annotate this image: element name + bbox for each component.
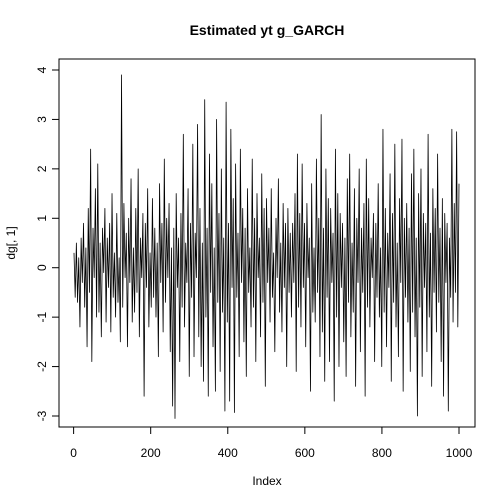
x-tick-label: 200 bbox=[141, 446, 161, 460]
chart-title: Estimated yt g_GARCH bbox=[190, 22, 345, 38]
x-tick-label: 0 bbox=[70, 446, 77, 460]
x-tick-label: 400 bbox=[218, 446, 238, 460]
x-axis-label: Index bbox=[252, 474, 281, 488]
y-axis-label: dg[, 1] bbox=[4, 226, 18, 259]
x-tick-label: 1000 bbox=[446, 446, 473, 460]
y-tick-label: 0 bbox=[35, 264, 49, 271]
y-tick-label: -2 bbox=[35, 361, 49, 372]
x-axis-ticks: 0 200 400 600 800 1000 bbox=[70, 427, 473, 460]
y-tick-label: -1 bbox=[35, 311, 49, 322]
series-line-1 bbox=[73, 74, 460, 419]
x-tick-label: 600 bbox=[295, 446, 315, 460]
x-tick-label: 800 bbox=[372, 446, 392, 460]
y-tick-label: -3 bbox=[35, 410, 49, 421]
series-layer bbox=[73, 74, 460, 419]
y-axis-ticks: -3 -2 -1 0 1 2 3 4 bbox=[35, 66, 59, 421]
y-tick-label: 2 bbox=[35, 165, 49, 172]
y-tick-label: 3 bbox=[35, 116, 49, 123]
y-tick-label: 4 bbox=[35, 66, 49, 73]
y-tick-label: 1 bbox=[35, 215, 49, 222]
